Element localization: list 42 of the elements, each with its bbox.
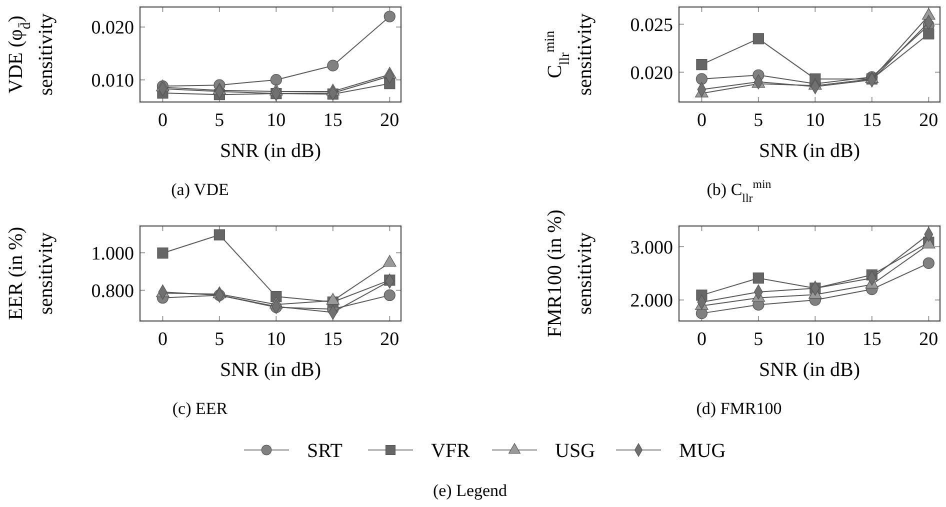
y-axis-title: FMR100 (in %) sensitivity [544,210,596,338]
x-tick-label: 10 [806,110,825,131]
y-tick-label: 0.025 [630,14,673,36]
x-axis-title: SNR (in dB) [220,359,322,381]
y-tick-label: 0.020 [630,62,673,84]
x-tick-label: 10 [266,329,286,350]
x-axis-title: SNR (in dB) [758,140,860,162]
text: (d) FMR100 [696,399,782,418]
x-tick-label: 5 [754,329,764,350]
text: (a) VDE [171,180,229,199]
x-tick-label: 15 [862,329,882,350]
x-tick-label: 0 [158,110,168,131]
y-tick-label: 0.010 [91,70,134,92]
x-axis-title: SNR (in dB) [758,359,860,381]
x-tick-label: 5 [214,329,224,350]
x-tick-label: 20 [919,329,938,350]
y-tick-label: 2.000 [630,290,673,312]
legend-label: SRT [307,440,342,462]
x-tick-label: 20 [380,110,400,131]
x-tick-label: 20 [380,329,400,350]
x-tick-label: 20 [919,110,938,131]
legend-label: MUG [679,440,726,462]
y-tick-label: 0.800 [91,280,134,302]
x-tick-label: 0 [696,110,706,131]
x-axis-title: SNR (in dB) [220,140,322,162]
y-tick-label: 0.020 [91,18,134,39]
y-axis-title: EER (in %) sensitivity [5,226,57,320]
x-tick-label: 15 [862,110,882,131]
x-tick-label: 10 [806,329,825,350]
x-tick-label: 15 [323,110,342,131]
legend-label: USG [555,440,596,462]
legend-label: VFR [431,440,471,462]
y-tick-label: 1.000 [91,243,134,264]
y-tick-label: 3.000 [630,237,673,258]
x-tick-label: 10 [266,110,286,131]
x-tick-label: 0 [158,329,168,350]
x-tick-label: 15 [323,329,342,350]
x-tick-label: 0 [696,329,706,350]
x-tick-label: 5 [214,110,224,131]
x-tick-label: 5 [754,110,764,131]
text: (c) EER [172,399,228,418]
legend-title: (e) Legend [432,481,508,500]
